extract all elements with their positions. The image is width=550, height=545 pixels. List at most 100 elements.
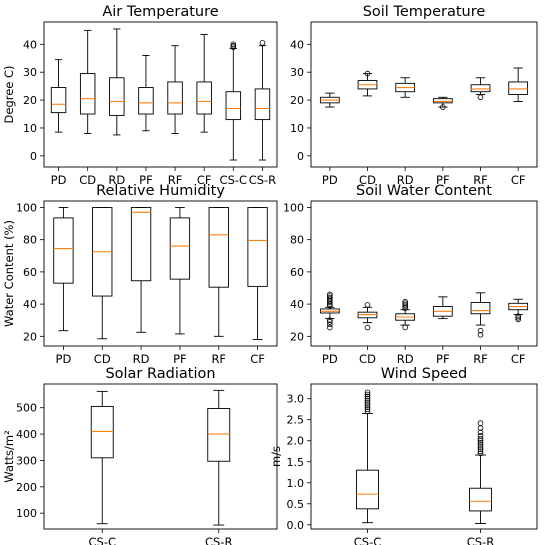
x-tick-label: PD (51, 173, 67, 187)
iqr-box (208, 206, 229, 288)
iqr-box (470, 302, 491, 315)
box-pd (319, 291, 340, 331)
x-tick-label: CD (79, 173, 96, 187)
box-cd (79, 29, 96, 134)
box-cf (196, 34, 212, 133)
y-tick-label: 10 (290, 122, 304, 135)
chart-panel-5: Wind Speed 0.0 0.5 1.0 1.5 2.0 2.5 3.0 m/s CS-C CS… (269, 366, 538, 545)
y-tick-label: 2.0 (287, 435, 305, 448)
y-axis-label: Water Content (%) (2, 220, 16, 327)
outlier-point (402, 300, 408, 307)
x-tick-label: CF (511, 352, 526, 366)
y-tick-label: 500 (16, 402, 37, 415)
box-cd (92, 206, 113, 340)
x-tick-label: CS-R (205, 535, 232, 545)
y-tick-label: 0 (30, 150, 37, 163)
y-tick-label: 30 (23, 66, 37, 79)
box-cs-c (225, 41, 242, 161)
box-rd (109, 28, 125, 136)
y-tick-label: 1.5 (287, 456, 305, 469)
x-tick-label: CS-C (220, 173, 248, 187)
box-cs-r (469, 420, 492, 524)
outlier-point (327, 321, 333, 328)
outlier-point (477, 327, 484, 334)
box-cs-c (356, 389, 379, 524)
outlier-point (477, 442, 484, 448)
outlier-point (477, 444, 484, 450)
outlier-point (515, 313, 521, 319)
outlier-point (364, 398, 371, 404)
x-tick-label: PF (436, 352, 450, 366)
chart-title: Relative Humidity (96, 183, 225, 199)
outlier-point (230, 41, 237, 48)
outlier-point (477, 450, 484, 457)
outlier-point (477, 440, 484, 446)
box-rd (395, 77, 416, 98)
chart-title: Soil Water Content (356, 183, 492, 199)
y-tick-label: 0.0 (287, 519, 305, 532)
outlier-point (477, 432, 484, 439)
iqr-box (130, 206, 152, 282)
box-cf (508, 298, 529, 323)
outlier-point (477, 435, 484, 442)
y-tick-label: 60 (290, 266, 304, 279)
x-tick-label: PD (322, 352, 338, 366)
outlier-point (327, 294, 333, 301)
outlier-point (477, 94, 484, 101)
outlier-point (364, 324, 371, 331)
x-tick-label: CS-R (249, 173, 276, 187)
y-tick-label: 20 (23, 94, 37, 107)
y-tick-label: 1.0 (287, 477, 305, 490)
y-tick-label: 20 (290, 330, 304, 343)
x-tick-label: PF (173, 352, 187, 366)
outlier-point (327, 293, 333, 299)
x-tick-label: RD (397, 173, 414, 187)
y-tick-label: 100 (16, 201, 37, 214)
x-tick-label: RF (473, 352, 488, 366)
box-pd (319, 92, 340, 108)
outlier-point (402, 302, 408, 308)
outlier-point (440, 104, 446, 110)
chart-title: Wind Speed (381, 366, 468, 382)
x-tick-label: RD (397, 352, 414, 366)
box-cs-r (254, 40, 271, 161)
outlier-point (477, 448, 484, 455)
outlier-point (402, 324, 408, 331)
outlier-point (259, 40, 266, 46)
x-tick-label: RF (473, 173, 488, 187)
y-tick-label: 300 (16, 454, 37, 467)
iqr-box (207, 408, 231, 462)
x-tick-label: CF (250, 352, 265, 366)
iqr-box (254, 88, 271, 121)
outlier-point (364, 389, 371, 396)
iqr-box (508, 81, 529, 95)
box-pf (432, 96, 453, 110)
outlier-point (364, 406, 371, 413)
x-tick-label: CS-C (88, 535, 116, 545)
iqr-box (196, 81, 212, 115)
plot-frame (310, 383, 538, 530)
outlier-point (477, 420, 484, 426)
y-axis-label: Watts/m² (2, 430, 16, 482)
iqr-box (247, 206, 268, 287)
box-pf (169, 206, 191, 335)
iqr-box (169, 217, 191, 280)
x-tick-label: CS-R (467, 535, 494, 545)
outlier-point (364, 302, 371, 308)
y-tick-label: 20 (290, 94, 304, 107)
outlier-point (364, 402, 371, 408)
outlier-point (327, 317, 333, 324)
outlier-point (327, 291, 333, 298)
outlier-point (402, 298, 408, 305)
outlier-point (364, 400, 371, 406)
y-tick-label: 400 (16, 428, 37, 441)
outlier-point (364, 404, 371, 410)
plot-frame (43, 200, 278, 347)
box-cf (247, 206, 268, 341)
iqr-box (79, 73, 96, 115)
plot-frame (310, 200, 538, 347)
outlier-point (477, 446, 484, 452)
x-tick-label: RD (133, 352, 150, 366)
x-tick-label: CD (359, 352, 376, 366)
